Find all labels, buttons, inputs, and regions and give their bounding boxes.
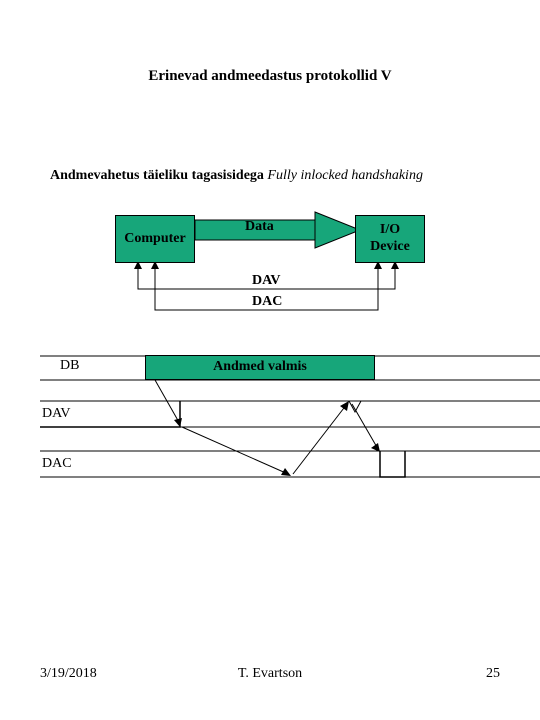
timing-diagram: Andmed valmis DB DAV DAC xyxy=(0,352,540,492)
page-title: Erinevad andmeedastus protokollid V xyxy=(0,68,540,85)
subtitle: Andmevahetus täieliku tagasisidega Fully… xyxy=(50,168,490,184)
dac-waveform xyxy=(380,451,405,477)
data-label: Data xyxy=(245,219,274,235)
db-timing-label: DB xyxy=(60,358,79,374)
dav-timing-label: DAV xyxy=(42,406,71,422)
computer-node: Computer xyxy=(115,215,195,263)
dac-label: DAC xyxy=(252,294,282,310)
arrow-db-dav-head-icon xyxy=(174,418,182,427)
andmed-valmis-box: Andmed valmis xyxy=(145,355,375,380)
data-arrow-head xyxy=(315,212,360,248)
arrow-dac-dav-head-icon xyxy=(340,401,349,411)
subtitle-bold: Andmevahetus täieliku tagasisidega xyxy=(50,168,267,183)
arrow-db-dav xyxy=(155,380,180,424)
arrow-dac-dav xyxy=(293,404,347,474)
footer-author: T. Evartson xyxy=(0,666,540,682)
block-diagram: Computer I/O Device Data DAV DAC xyxy=(0,205,540,345)
subtitle-italic: Fully inlocked handshaking xyxy=(267,168,423,183)
footer-page: 25 xyxy=(486,666,500,682)
dac-timing-label: DAC xyxy=(42,456,72,472)
dav-label: DAV xyxy=(252,273,281,289)
io-device-node: I/O Device xyxy=(355,215,425,263)
dav-pulse xyxy=(349,401,361,412)
